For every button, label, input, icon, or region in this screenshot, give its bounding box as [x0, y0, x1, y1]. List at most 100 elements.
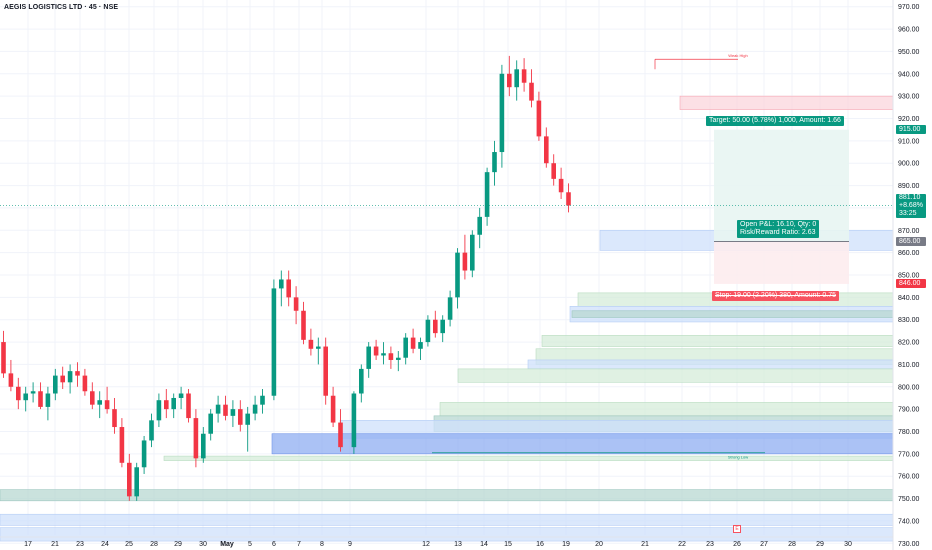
candle-body [359, 368, 364, 394]
candle-body [477, 216, 482, 235]
candle-body [178, 393, 184, 398]
candle-body [156, 400, 162, 421]
y-tick-label: 960.00 [898, 27, 920, 34]
candle-body [164, 400, 169, 410]
x-tick-label: 25 [125, 541, 133, 548]
candle-body [186, 393, 191, 419]
x-tick-label: 29 [816, 541, 824, 548]
candle-body [403, 337, 408, 358]
y-tick-label: 930.00 [898, 94, 920, 101]
candle-body [230, 409, 236, 416]
candle-body [38, 391, 43, 407]
stop-price-tag: 846.00 [896, 279, 926, 289]
candle-body [366, 346, 371, 369]
y-tick-label: 970.00 [898, 4, 920, 11]
candle-body [455, 252, 460, 298]
candle-body [97, 400, 102, 405]
y-tick-label: 820.00 [898, 340, 920, 347]
candle-body [53, 375, 58, 394]
open-pnl-label: Open P&L: 16.10, Qty: 0 Risk/Reward Rati… [737, 220, 820, 239]
candle-body [75, 371, 80, 376]
x-tick-label: 30 [199, 541, 207, 548]
candle-body [492, 152, 497, 173]
x-tick-label: 30 [844, 541, 852, 548]
open-pnl-text: Open P&L: 16.10, Qty: 0 [740, 221, 817, 229]
candle-body [514, 69, 519, 88]
x-tick-label: 26 [733, 541, 741, 548]
target-label-text: Target: 50.00 (5.78%) 1,000, Amount: 1.6… [709, 116, 841, 124]
earnings-marker[interactable]: E [733, 525, 741, 533]
x-tick-label: 28 [788, 541, 796, 548]
x-tick-label: 23 [76, 541, 84, 548]
candle-body [223, 404, 228, 416]
candle-body [171, 397, 176, 410]
candle-body [330, 395, 336, 423]
candles [1, 55, 571, 501]
candle-body [238, 409, 243, 425]
candle-body [23, 393, 28, 401]
y-tick-label: 910.00 [898, 138, 920, 145]
y-tick-label: 890.00 [898, 183, 920, 190]
candle-body [418, 342, 423, 349]
candle-body [279, 279, 284, 289]
zone-box [0, 513, 894, 526]
candle-body [271, 288, 277, 396]
candle-body [193, 418, 199, 459]
y-tick-label: 750.00 [898, 496, 920, 503]
zone-box [439, 402, 894, 417]
x-tick-label: 15 [504, 541, 512, 548]
candle-body [529, 82, 534, 101]
position-tool [714, 129, 849, 284]
candle-body [1, 342, 6, 374]
zone-box [163, 455, 894, 461]
x-tick-label: 17 [24, 541, 32, 548]
zone-box [571, 310, 894, 318]
zone-box [527, 359, 894, 370]
target-price-tag: 915.00 [896, 125, 926, 135]
x-tick-label: 7 [297, 541, 301, 548]
x-tick-label: 21 [641, 541, 649, 548]
candle-body [149, 420, 154, 441]
candle-body [90, 391, 95, 405]
x-tick-label: 13 [454, 541, 462, 548]
candle-body [433, 319, 438, 334]
y-tick-label: 950.00 [898, 49, 920, 56]
stop-label-text: Stop: 19.00 (2.20%) 380, Amount: 0.75 [715, 291, 837, 299]
zone-box [0, 527, 894, 542]
candle-body [104, 400, 110, 410]
y-tick-label: 780.00 [898, 429, 920, 436]
candle-body [60, 375, 65, 383]
candle-body [536, 100, 542, 137]
candle-body [338, 422, 343, 448]
x-tick-label: 21 [51, 541, 59, 548]
candle-body [521, 69, 527, 83]
y-tick-label: 860.00 [898, 250, 920, 257]
x-tick-label: 22 [678, 541, 686, 548]
zone-box [271, 433, 894, 455]
x-tick-label: 12 [422, 541, 430, 548]
symbol-title: AEGIS LOGISTICS LTD · 45 · NSE [4, 4, 119, 11]
candle-body [16, 386, 21, 401]
y-tick-label: 920.00 [898, 116, 920, 123]
zone-box [679, 95, 894, 110]
entry-price-tag: 865.00 [896, 236, 926, 246]
candle-body [425, 319, 431, 343]
risk-reward-text: Risk/Reward Ratio: 2.63 [740, 229, 816, 237]
x-tick-label: May [220, 541, 234, 548]
candle-body [119, 427, 125, 463]
candle-body [351, 393, 357, 448]
candle-body [201, 433, 206, 459]
candle-body [208, 413, 213, 434]
candle-body [260, 395, 265, 405]
candle-body [551, 163, 556, 179]
x-tick-label: 5 [248, 541, 252, 548]
x-tick-label: 9 [348, 541, 352, 548]
candle-body [308, 339, 314, 349]
candle-body [373, 346, 379, 356]
y-tick-label: 840.00 [898, 295, 920, 302]
candle-body [8, 373, 14, 387]
level-lines: Weak High Strong Low [0, 53, 893, 460]
